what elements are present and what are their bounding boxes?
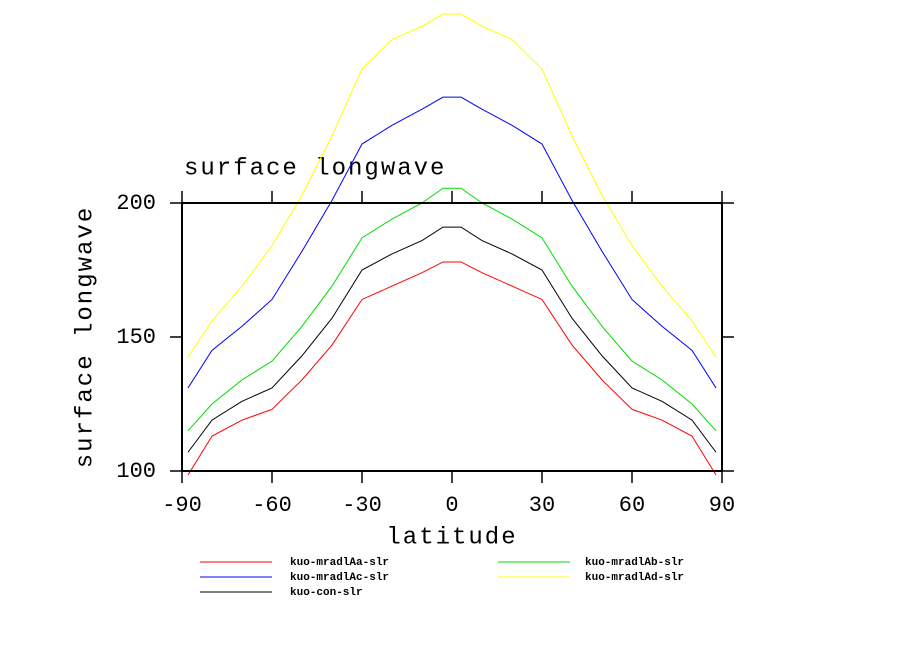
series-line — [187, 187, 717, 432]
x-tick-label: -90 — [162, 493, 202, 518]
series-line — [187, 96, 717, 389]
y-tick-label: 200 — [116, 191, 156, 216]
x-tick-label: 30 — [529, 493, 555, 518]
legend-label: kuo-con-slr — [290, 587, 363, 599]
x-tick-label: -30 — [342, 493, 382, 518]
x-tick-label: 0 — [445, 493, 458, 518]
legend-label: kuo-mradlAd-slr — [585, 572, 684, 584]
x-tick-label: -60 — [252, 493, 292, 518]
legend-label: kuo-mradlAb-slr — [585, 557, 684, 569]
series-line — [187, 13, 717, 358]
legend-label: kuo-mradlAa-slr — [290, 557, 389, 569]
x-tick-label: 90 — [709, 493, 735, 518]
y-axis-label: surface longwave — [72, 206, 99, 468]
y-tick-label: 150 — [116, 325, 156, 350]
legend-label: kuo-mradlAc-slr — [290, 572, 389, 584]
series-line — [187, 261, 717, 476]
x-tick-label: 60 — [619, 493, 645, 518]
x-axis-label: latitude — [386, 524, 517, 551]
y-tick-label: 100 — [116, 459, 156, 484]
series-line — [187, 226, 717, 453]
chart-title: surface longwave — [184, 155, 446, 182]
